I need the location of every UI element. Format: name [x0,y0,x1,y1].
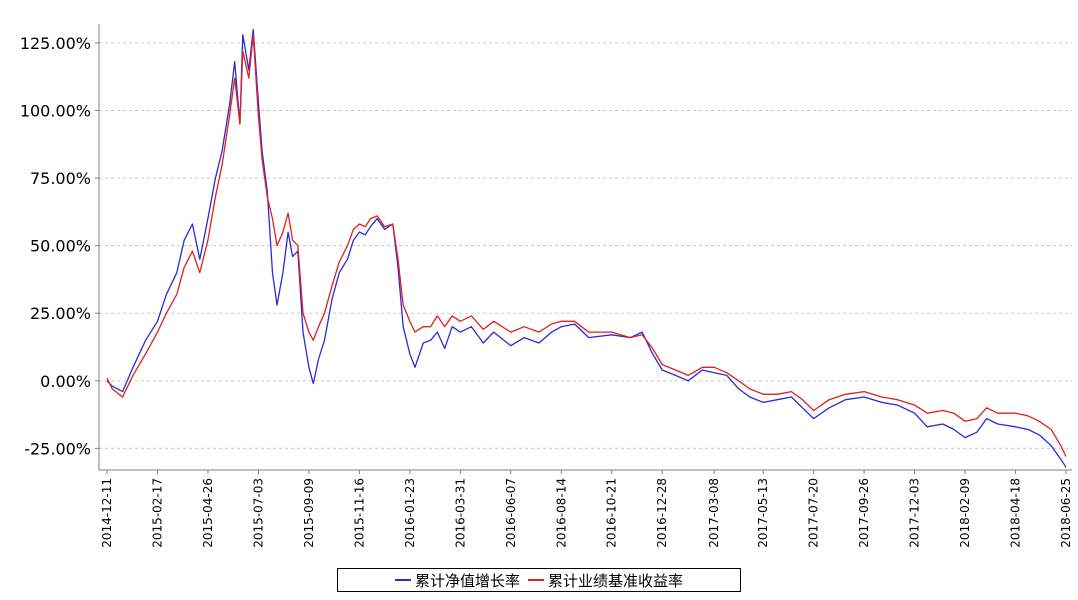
y-tick-label: -25.00% [24,439,91,458]
x-tick-label: 2016-01-23 [403,478,417,548]
x-tick-label: 2016-10-21 [605,478,619,548]
x-tick-label: 2015-04-26 [201,478,215,548]
x-tick-label: 2015-11-16 [352,478,366,548]
x-tick-label: 2017-07-20 [807,478,821,548]
legend: 累计净值增长率 累计业绩基准收益率 [337,568,741,592]
x-tick-label: 2015-09-09 [302,478,316,548]
series-line-2 [106,34,1067,457]
legend-swatch-benchmark [528,579,544,581]
legend-item-nav-growth: 累计净值增长率 [394,570,520,591]
x-tick-label: 2017-05-13 [756,478,770,548]
x-tick-label: 2016-08-14 [554,478,568,548]
x-tick-label: 2015-07-03 [251,478,265,548]
x-tick-label: 2017-09-26 [857,478,871,548]
series-line-1 [106,28,1067,468]
x-tick-label: 2018-02-09 [958,478,972,548]
x-tick-label: 2017-12-03 [908,478,922,548]
x-tick-label: 2014-12-11 [100,478,114,548]
y-tick-label: 125.00% [20,34,91,53]
y-tick-label: 0.00% [40,372,91,391]
x-tick-label: 2017-03-08 [707,478,721,548]
x-tick-label: 2016-06-07 [504,478,518,548]
x-tick-label: 2016-03-31 [453,478,467,548]
x-tick-label: 2018-04-18 [1009,478,1023,548]
grid-lines [99,42,1072,449]
y-tick-label: 75.00% [30,169,91,188]
legend-label-nav-growth: 累计净值增长率 [414,571,520,590]
y-tick-label: 50.00% [30,237,91,256]
legend-label-benchmark: 累计业绩基准收益率 [548,571,684,590]
series-lines [106,28,1067,468]
legend-swatch-nav-growth [394,579,411,581]
axes: 125.00% 100.00% 75.00% 50.00% 25.00% 0.00% -25… [20,24,1073,548]
x-tick-label: 2018-06-25 [1059,478,1073,548]
y-tick-label: 100.00% [20,101,91,120]
y-tick-label: 25.00% [30,304,91,323]
x-tick-label: 2016-12-28 [655,478,669,548]
x-tick-label: 2015-02-17 [150,478,164,548]
legend-item-benchmark: 累计业绩基准收益率 [528,570,683,591]
